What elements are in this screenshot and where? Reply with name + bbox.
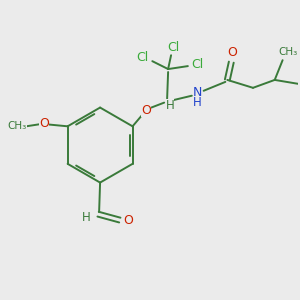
- Text: O: O: [227, 46, 237, 59]
- Text: CH₃: CH₃: [278, 47, 297, 57]
- Text: H: H: [166, 99, 175, 112]
- Text: Cl: Cl: [136, 51, 148, 64]
- Text: N: N: [193, 86, 202, 99]
- Text: H: H: [193, 96, 202, 109]
- Text: O: O: [123, 214, 133, 226]
- Text: O: O: [39, 117, 49, 130]
- Text: Cl: Cl: [192, 58, 204, 70]
- Text: CH₃: CH₃: [8, 121, 27, 131]
- Text: O: O: [142, 104, 151, 117]
- Text: H: H: [82, 211, 90, 224]
- Text: Cl: Cl: [167, 41, 179, 54]
